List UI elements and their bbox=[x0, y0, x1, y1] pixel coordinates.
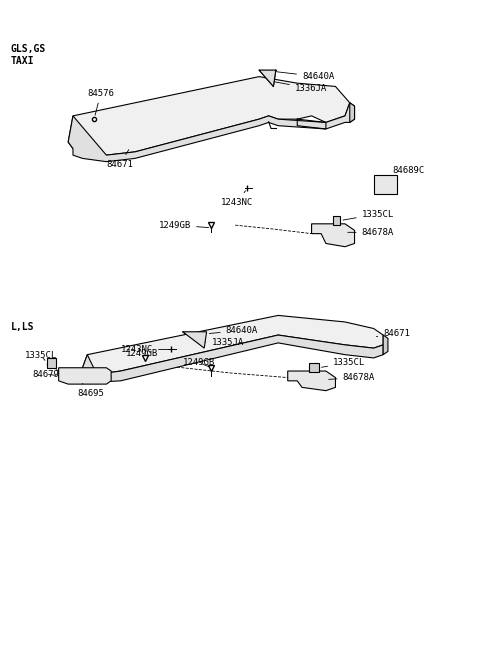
Polygon shape bbox=[309, 363, 319, 373]
Polygon shape bbox=[350, 102, 355, 122]
Text: 1335CL: 1335CL bbox=[322, 358, 365, 367]
Polygon shape bbox=[59, 368, 111, 384]
Polygon shape bbox=[83, 335, 383, 382]
Text: 1249GB: 1249GB bbox=[183, 358, 215, 367]
Polygon shape bbox=[47, 358, 56, 368]
Text: 84678A: 84678A bbox=[348, 228, 394, 237]
Text: 84640A: 84640A bbox=[209, 326, 258, 335]
Text: 84671: 84671 bbox=[376, 329, 410, 338]
Polygon shape bbox=[259, 70, 276, 87]
Text: 84679: 84679 bbox=[33, 370, 60, 379]
Text: 84671: 84671 bbox=[107, 150, 133, 169]
Text: 84640A: 84640A bbox=[276, 72, 334, 81]
Text: 1336JA: 1336JA bbox=[274, 81, 327, 93]
Polygon shape bbox=[288, 371, 336, 391]
Text: 84678A: 84678A bbox=[329, 373, 375, 382]
Polygon shape bbox=[68, 77, 350, 155]
Text: 1249GB: 1249GB bbox=[125, 349, 158, 358]
Polygon shape bbox=[383, 335, 388, 355]
Text: 1335CL: 1335CL bbox=[343, 210, 394, 220]
Polygon shape bbox=[68, 102, 355, 162]
Text: 1243NC: 1243NC bbox=[120, 345, 168, 354]
Polygon shape bbox=[312, 224, 355, 247]
Polygon shape bbox=[373, 175, 397, 194]
Text: L,LS: L,LS bbox=[11, 322, 35, 332]
Text: 1335JA: 1335JA bbox=[197, 338, 244, 348]
Text: 1243NC: 1243NC bbox=[221, 191, 253, 207]
Text: 84576: 84576 bbox=[87, 89, 114, 115]
Text: 1335CL: 1335CL bbox=[25, 351, 58, 361]
Text: 84695: 84695 bbox=[78, 384, 105, 397]
Polygon shape bbox=[183, 332, 206, 348]
Text: GLS,GS
TAXI: GLS,GS TAXI bbox=[11, 44, 46, 66]
Polygon shape bbox=[333, 216, 340, 225]
Text: 84689C: 84689C bbox=[376, 166, 425, 183]
Text: 1249GB: 1249GB bbox=[159, 221, 209, 230]
Polygon shape bbox=[83, 315, 383, 374]
